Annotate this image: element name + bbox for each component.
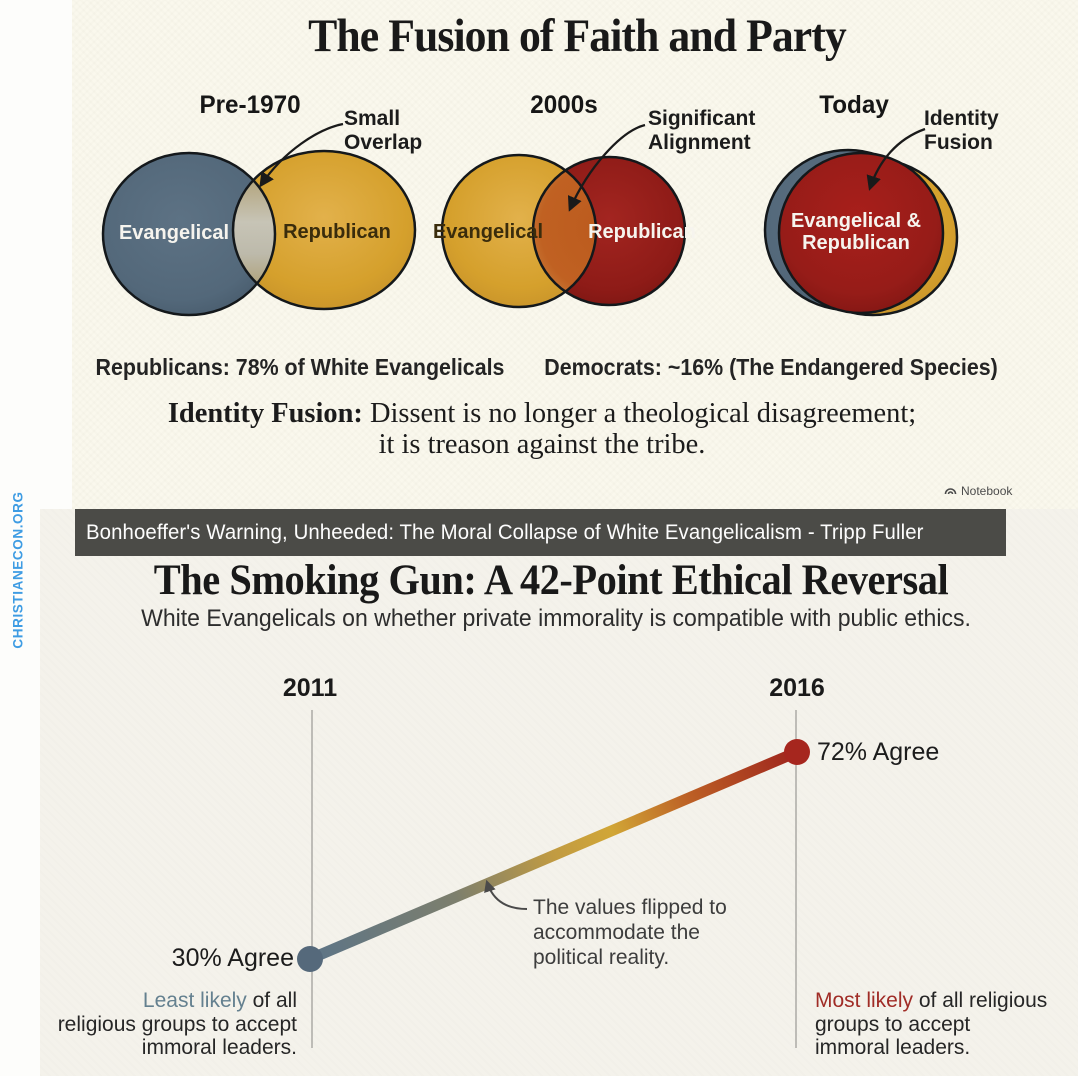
least-likely-rest: of all religious groups to accept immora… <box>57 989 297 1059</box>
callout-rest: Dissent is no longer a theological disag… <box>362 397 917 460</box>
circle-label-evangelical-1: Evangelical <box>118 222 230 244</box>
year-label-2016: 2016 <box>769 674 825 702</box>
watermark-text: Notebook <box>961 484 1013 498</box>
caption-most-likely: Most likely of all religious groups to a… <box>815 989 1047 1060</box>
fusion-title: The Fusion of Faith and Party <box>308 10 847 62</box>
value-label-30: 30% Agree <box>171 944 294 972</box>
site-watermark: CHRISTIANECON.ORG <box>10 491 26 649</box>
notebooklm-icon <box>944 487 957 494</box>
identity-fusion-callout: Identity Fusion: Dissent is no longer a … <box>157 398 927 460</box>
banner-text: Bonhoeffer's Warning, Unheeded: The Mora… <box>86 520 924 544</box>
circle-label-fused: Evangelical & Republican <box>790 210 922 254</box>
flip-note: The values flipped to accommodate the po… <box>533 896 727 969</box>
callout-lead: Identity Fusion: <box>167 397 363 429</box>
circle-label-republican-2: Republican <box>588 221 696 243</box>
value-label-72: 72% Agree <box>817 738 940 766</box>
circle-label-republican-1: Republican <box>283 221 391 243</box>
reversal-panel <box>40 509 1078 1076</box>
circle-label-evangelical-2: Evangelical <box>432 221 544 243</box>
most-likely-rest: of all religious groups to accept immora… <box>815 989 1048 1059</box>
caption-least-likely: Least likely of all religious groups to … <box>58 989 297 1060</box>
stat-republicans: Republicans: 78% of White Evangelicals <box>95 354 505 380</box>
annotation-significant-alignment: Significant Alignment <box>648 107 756 154</box>
notebooklm-watermark: Notebook <box>944 484 1012 498</box>
era-label-pre1970: Pre-1970 <box>199 91 301 119</box>
annotation-identity-fusion: Identity Fusion <box>924 107 999 154</box>
video-title-banner: Bonhoeffer's Warning, Unheeded: The Mora… <box>75 509 1006 556</box>
reversal-title: The Smoking Gun: A 42-Point Ethical Reve… <box>153 557 949 604</box>
era-label-2000s: 2000s <box>530 91 598 119</box>
year-label-2011: 2011 <box>282 674 338 702</box>
reversal-subtitle: White Evangelicals on whether private im… <box>141 605 971 632</box>
most-likely-lead: Most likely <box>815 989 914 1012</box>
annotation-small-overlap: Small Overlap <box>344 107 423 154</box>
stat-democrats: Democrats: ~16% (The Endangered Species) <box>544 354 998 380</box>
least-likely-lead: Least likely <box>142 989 247 1012</box>
era-label-today: Today <box>819 91 889 119</box>
